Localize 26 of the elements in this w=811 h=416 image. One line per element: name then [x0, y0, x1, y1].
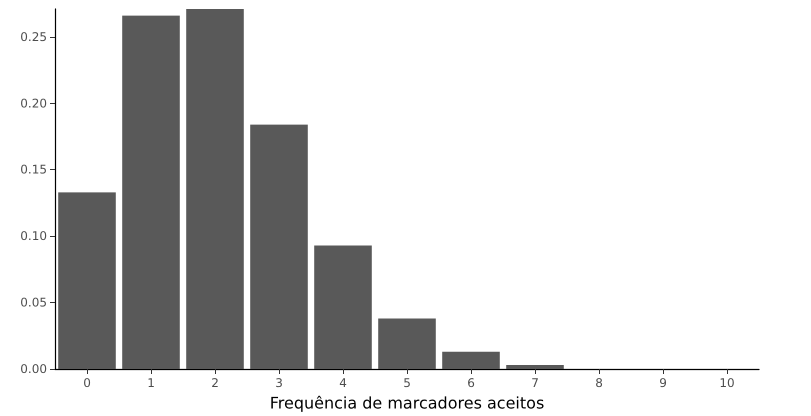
x-tick-label: 1 — [147, 376, 155, 390]
y-tick-label: 0.10 — [20, 229, 47, 244]
x-tick-label: 9 — [659, 376, 667, 390]
y-tick-label: 0.15 — [20, 162, 47, 177]
x-axis-title: Frequência de marcadores aceitos — [270, 394, 544, 412]
bar — [250, 124, 308, 369]
y-tick-label: 0.20 — [20, 96, 47, 110]
x-tick-label: 5 — [403, 376, 411, 390]
bar — [442, 352, 500, 369]
x-tick-label: 2 — [211, 376, 219, 390]
x-tick-label: 0 — [83, 376, 91, 390]
x-tick-label: 7 — [531, 376, 539, 390]
y-tick-label: 0.25 — [20, 30, 47, 44]
y-tick-label: 0.05 — [20, 296, 47, 310]
bar — [506, 365, 564, 369]
bar — [58, 192, 116, 369]
x-tick-label: 3 — [275, 376, 283, 390]
x-tick-label: 10 — [719, 376, 735, 390]
bar — [122, 16, 180, 369]
x-tick-label: 4 — [339, 376, 347, 390]
bar — [378, 318, 436, 369]
bar — [186, 9, 244, 369]
bar — [314, 245, 372, 369]
x-tick-label: 6 — [467, 376, 475, 390]
x-tick-label: 8 — [595, 376, 603, 390]
y-tick-label: 0.00 — [20, 362, 47, 376]
